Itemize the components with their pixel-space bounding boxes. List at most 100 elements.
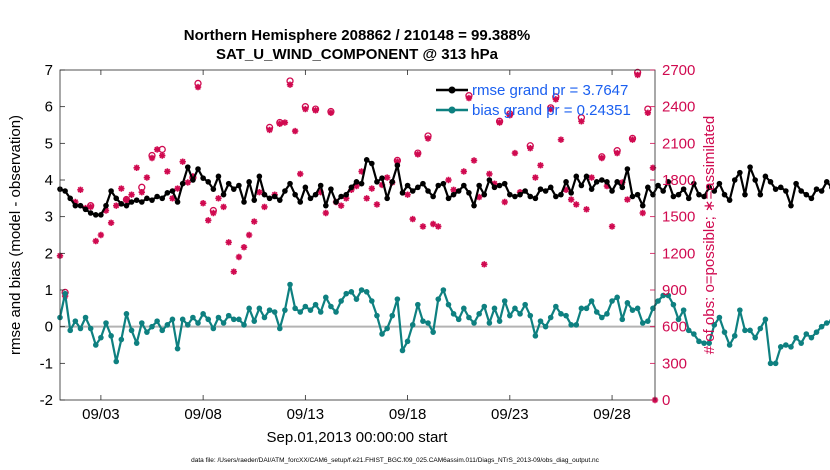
bias-point	[266, 307, 273, 313]
bias-point	[399, 347, 406, 354]
rmse-point	[138, 199, 145, 205]
y-tick-label: -1	[40, 355, 53, 372]
y-tick-label: 6	[45, 99, 53, 116]
bias-point	[251, 318, 258, 324]
bias-point	[624, 300, 631, 306]
obs-assimilated-point	[537, 162, 544, 169]
rmse-point	[619, 184, 626, 191]
rmse-point	[507, 191, 513, 198]
y-right-tick-label: 600	[662, 319, 687, 336]
legend-bias-marker	[448, 106, 456, 114]
rmse-point	[491, 184, 498, 191]
x-tick-label: 09/28	[593, 406, 631, 423]
y-right-tick-label: 2400	[662, 99, 695, 116]
bias-point	[537, 318, 544, 324]
bias-point	[772, 360, 779, 367]
bias-point	[486, 320, 493, 326]
bias-point	[164, 322, 171, 328]
bias-point	[522, 301, 528, 308]
bias-point	[363, 289, 370, 295]
bias-point	[599, 314, 605, 321]
bias-point	[62, 290, 68, 297]
rmse-point	[752, 177, 758, 183]
bias-point	[507, 312, 513, 319]
rmse-point	[716, 180, 723, 187]
bias-point	[307, 307, 314, 313]
obs-assimilated-point	[429, 220, 437, 228]
rmse-point	[113, 195, 120, 202]
obs-assimilated-point	[77, 186, 84, 193]
bias-point	[92, 342, 99, 348]
obs-assimilated-point	[199, 200, 207, 207]
bias-point	[123, 311, 130, 317]
obs-assimilated-point	[143, 174, 151, 181]
rmse-point	[225, 180, 232, 187]
rmse-point	[190, 177, 196, 183]
rmse-point	[210, 186, 217, 192]
rmse-point	[128, 199, 135, 205]
rmse-point	[123, 202, 130, 209]
obs-assimilated-point	[245, 231, 253, 239]
obs-assimilated-point	[368, 185, 376, 192]
bias-point	[445, 301, 452, 308]
bias-point	[542, 323, 549, 330]
rmse-point	[542, 188, 549, 194]
rmse-point	[742, 191, 748, 198]
rmse-point	[639, 202, 646, 209]
y-right-tick-label: 2100	[662, 135, 695, 152]
rmse-point	[394, 162, 401, 169]
obs-assimilated-point	[92, 237, 99, 245]
rmse-point	[772, 186, 779, 192]
obs-assimilated-point	[435, 223, 442, 230]
bias-point	[481, 303, 488, 310]
rmse-point	[512, 193, 518, 200]
bias-point	[823, 320, 830, 326]
bias-point	[323, 294, 329, 301]
obs-assimilated-point	[588, 174, 595, 181]
bias-point	[752, 334, 758, 341]
rmse-point	[404, 182, 411, 189]
rmse-point	[517, 191, 523, 198]
bias-point	[302, 303, 309, 310]
obs-assimilated-point	[220, 203, 227, 211]
bias-point	[67, 327, 74, 334]
bias-point	[159, 327, 166, 334]
rmse-point	[62, 188, 68, 194]
bias-point	[701, 340, 707, 346]
bias-point	[317, 309, 324, 315]
legend-rmse-label: rmse grand pr = 3.7647	[472, 82, 628, 99]
obs-assimilated-point	[644, 109, 652, 116]
bias-point	[450, 311, 457, 317]
bias-point	[169, 316, 176, 323]
bias-point	[379, 331, 385, 337]
rmse-point	[282, 188, 288, 194]
rmse-point	[179, 180, 186, 187]
rmse-point	[159, 195, 166, 202]
rmse-point	[440, 180, 447, 187]
rmse-point	[757, 191, 764, 198]
rmse-point	[655, 182, 661, 189]
obs-assimilated-point	[286, 81, 294, 88]
bias-point	[731, 333, 738, 339]
rmse-point	[149, 197, 155, 203]
obs-assimilated-point	[148, 154, 156, 162]
rmse-point	[98, 212, 104, 218]
bias-point	[230, 316, 237, 323]
bias-point	[420, 318, 426, 324]
bias-point	[670, 301, 677, 308]
rmse-point	[343, 191, 350, 198]
rmse-point	[558, 191, 564, 198]
bias-point	[241, 322, 247, 328]
rmse-point	[696, 191, 702, 198]
rmse-point	[501, 180, 508, 187]
bias-point	[466, 314, 472, 321]
rmse-point	[384, 195, 390, 202]
plot-frame	[59, 69, 656, 401]
bias-point	[338, 298, 344, 304]
x-tick-label: 09/23	[491, 406, 529, 423]
rmse-point	[645, 184, 651, 191]
obs-assimilated-point	[225, 239, 232, 246]
obs-assimilated-point	[358, 168, 365, 175]
y-tick-label: 3	[45, 209, 53, 226]
